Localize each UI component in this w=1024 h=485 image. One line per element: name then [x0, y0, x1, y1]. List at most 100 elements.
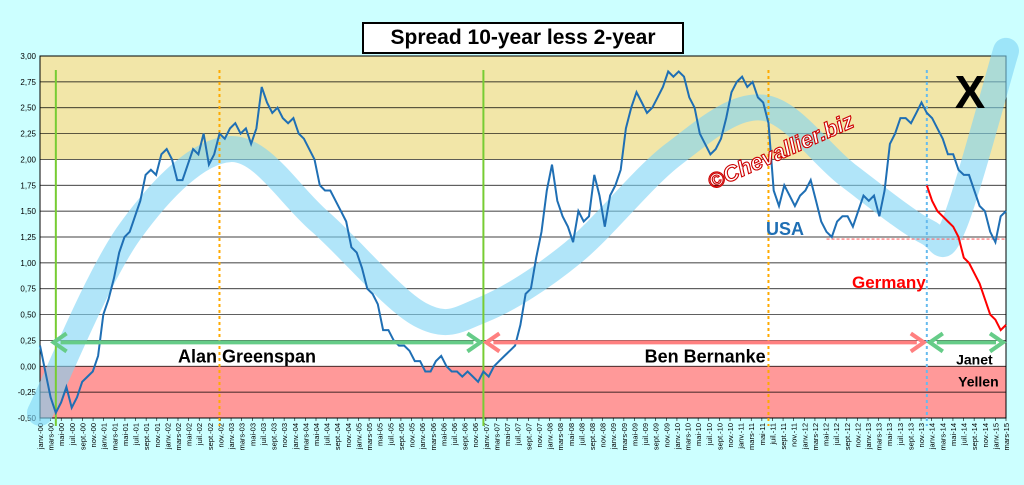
x-tick-label: janv.-02 — [163, 423, 172, 450]
y-tick-label: 0,25 — [20, 336, 36, 345]
arrow-head-right — [466, 331, 484, 354]
arrow-head-left — [482, 331, 501, 354]
y-tick-label: 2,00 — [20, 155, 36, 164]
x-tick-label: sept.-10 — [715, 423, 724, 450]
x-tick-label: janv.-04 — [291, 423, 300, 450]
x-tick-label: mai-14 — [949, 423, 958, 446]
x-tick-label: janv.-10 — [673, 423, 682, 450]
x-tick-label: juil.-09 — [641, 423, 650, 446]
x-tick-label: janv.-12 — [800, 423, 809, 450]
x-tick-label: nov.-11 — [790, 423, 799, 447]
x-tick-label: nov.-07 — [535, 423, 544, 447]
x-tick-label: mai-07 — [503, 423, 512, 446]
x-tick-label: mai-04 — [312, 423, 321, 446]
x-tick-label: mars-15 — [1002, 423, 1011, 451]
y-tick-label: 2,50 — [20, 104, 36, 113]
x-tick-label: janv.-13 — [864, 423, 873, 450]
y-tick-label: 0,50 — [20, 311, 36, 320]
x-tick-label: mars-02 — [174, 423, 183, 451]
x-tick-label: nov.-02 — [216, 423, 225, 447]
x-tick-label: nov.-03 — [280, 423, 289, 447]
x-tick-label: mai-00 — [57, 423, 66, 446]
x-tick-label: janv.-03 — [227, 423, 236, 450]
x-tick-label: mai-11 — [758, 423, 767, 445]
x-tick-label: nov.-01 — [153, 423, 162, 447]
x-tick-label: mars-01 — [110, 423, 119, 451]
x-tick-label: sept.-01 — [142, 423, 151, 450]
y-tick-label: -0,25 — [18, 388, 37, 397]
x-tick-label: nov.-05 — [408, 423, 417, 447]
x-tick-label: mars-10 — [684, 423, 693, 451]
annotation-label: Alan Greenspan — [178, 346, 316, 366]
x-tick-label: mai-12 — [822, 423, 831, 446]
x-tick-label: janv.-07 — [482, 423, 491, 450]
y-tick-label: -0,50 — [18, 414, 37, 423]
x-tick-label: juil.-02 — [195, 423, 204, 446]
x-tick-label: nov.-12 — [853, 423, 862, 447]
y-tick-label: 0,75 — [20, 285, 36, 294]
y-tick-label: 0,00 — [20, 362, 36, 371]
x-tick-label: juil.-13 — [896, 423, 905, 446]
x-tick-label: mars-13 — [875, 423, 884, 451]
x-tick-label: mars-00 — [47, 423, 56, 451]
x-tick-label: sept.-08 — [588, 423, 597, 450]
x-tick-label: mars-04 — [301, 423, 310, 451]
x-tick-label: sept.-06 — [461, 423, 470, 450]
annotation-label: Yellen — [958, 373, 998, 389]
x-tick-label: nov.-09 — [662, 423, 671, 447]
x-tick-label: nov.-06 — [471, 423, 480, 447]
x-tick-label: mai-03 — [248, 423, 257, 446]
x-tick-label: juil.-04 — [323, 423, 332, 446]
arrow-head-left — [50, 331, 68, 354]
x-tick-label: mars-05 — [365, 423, 374, 451]
x-tick-label: nov.-08 — [599, 423, 608, 447]
x-tick-label: nov.-00 — [89, 423, 98, 447]
x-tick-label: mars-03 — [238, 423, 247, 451]
x-tick-label: sept.-02 — [206, 423, 215, 450]
x-tick-label: sept.-11 — [779, 423, 788, 450]
x-tick-label: janv.-01 — [100, 423, 109, 450]
x-tick-label: sept.-05 — [397, 423, 406, 450]
y-tick-label: 1,00 — [20, 259, 36, 268]
annotation-label: Ben Bernanke — [645, 346, 766, 366]
x-tick-label: mars-12 — [811, 423, 820, 451]
plot-border — [39, 55, 1007, 419]
x-tick-label: mars-09 — [620, 423, 629, 451]
x-tick-label: sept.-12 — [843, 423, 852, 450]
x-tick-label: janv.-15 — [991, 423, 1000, 450]
x-tick-label: janv.-09 — [609, 423, 618, 450]
y-tick-label: 2,25 — [20, 130, 36, 139]
x-tick-label: juil.-01 — [132, 423, 141, 446]
x-tick-label: juil.-06 — [450, 423, 459, 446]
x-tick-label: janv.-08 — [546, 423, 555, 450]
x-tick-label: mai-10 — [694, 423, 703, 446]
x-tick-label: juil.-05 — [386, 423, 395, 446]
cross-mark: X — [955, 66, 986, 118]
y-tick-label: 3,00 — [20, 52, 36, 61]
x-tick-label: mai-08 — [567, 423, 576, 446]
x-tick-label: sept.-07 — [524, 423, 533, 450]
x-tick-label: janv.-06 — [418, 423, 427, 450]
x-tick-label: mars-07 — [492, 423, 501, 451]
arrow-head-right — [988, 331, 1007, 354]
x-tick-label: mars-06 — [429, 423, 438, 451]
x-tick-label: nov.-10 — [726, 423, 735, 447]
x-tick-label: juil.-08 — [577, 423, 586, 446]
x-tick-label: juil.-14 — [960, 423, 969, 446]
x-tick-label: juil.-12 — [832, 423, 841, 446]
series-line-germany — [925, 184, 1007, 332]
chart-title: Spread 10-year less 2-year — [362, 22, 684, 54]
x-tick-label: sept.-14 — [970, 423, 979, 450]
series-line-usa — [39, 69, 1007, 416]
x-tick-label: mars-11 — [747, 423, 756, 450]
x-tick-label: nov.-13 — [917, 423, 926, 447]
x-tick-label: mai-05 — [376, 423, 385, 446]
x-tick-label: mars-14 — [938, 423, 947, 451]
y-tick-label: 1,50 — [20, 207, 36, 216]
trend-wave — [27, 37, 1019, 426]
x-tick-label: sept.-00 — [78, 423, 87, 450]
x-tick-label: juil.-11 — [768, 423, 777, 446]
annotation-label: Janet — [956, 351, 993, 367]
x-tick-label: nov.-04 — [344, 423, 353, 447]
